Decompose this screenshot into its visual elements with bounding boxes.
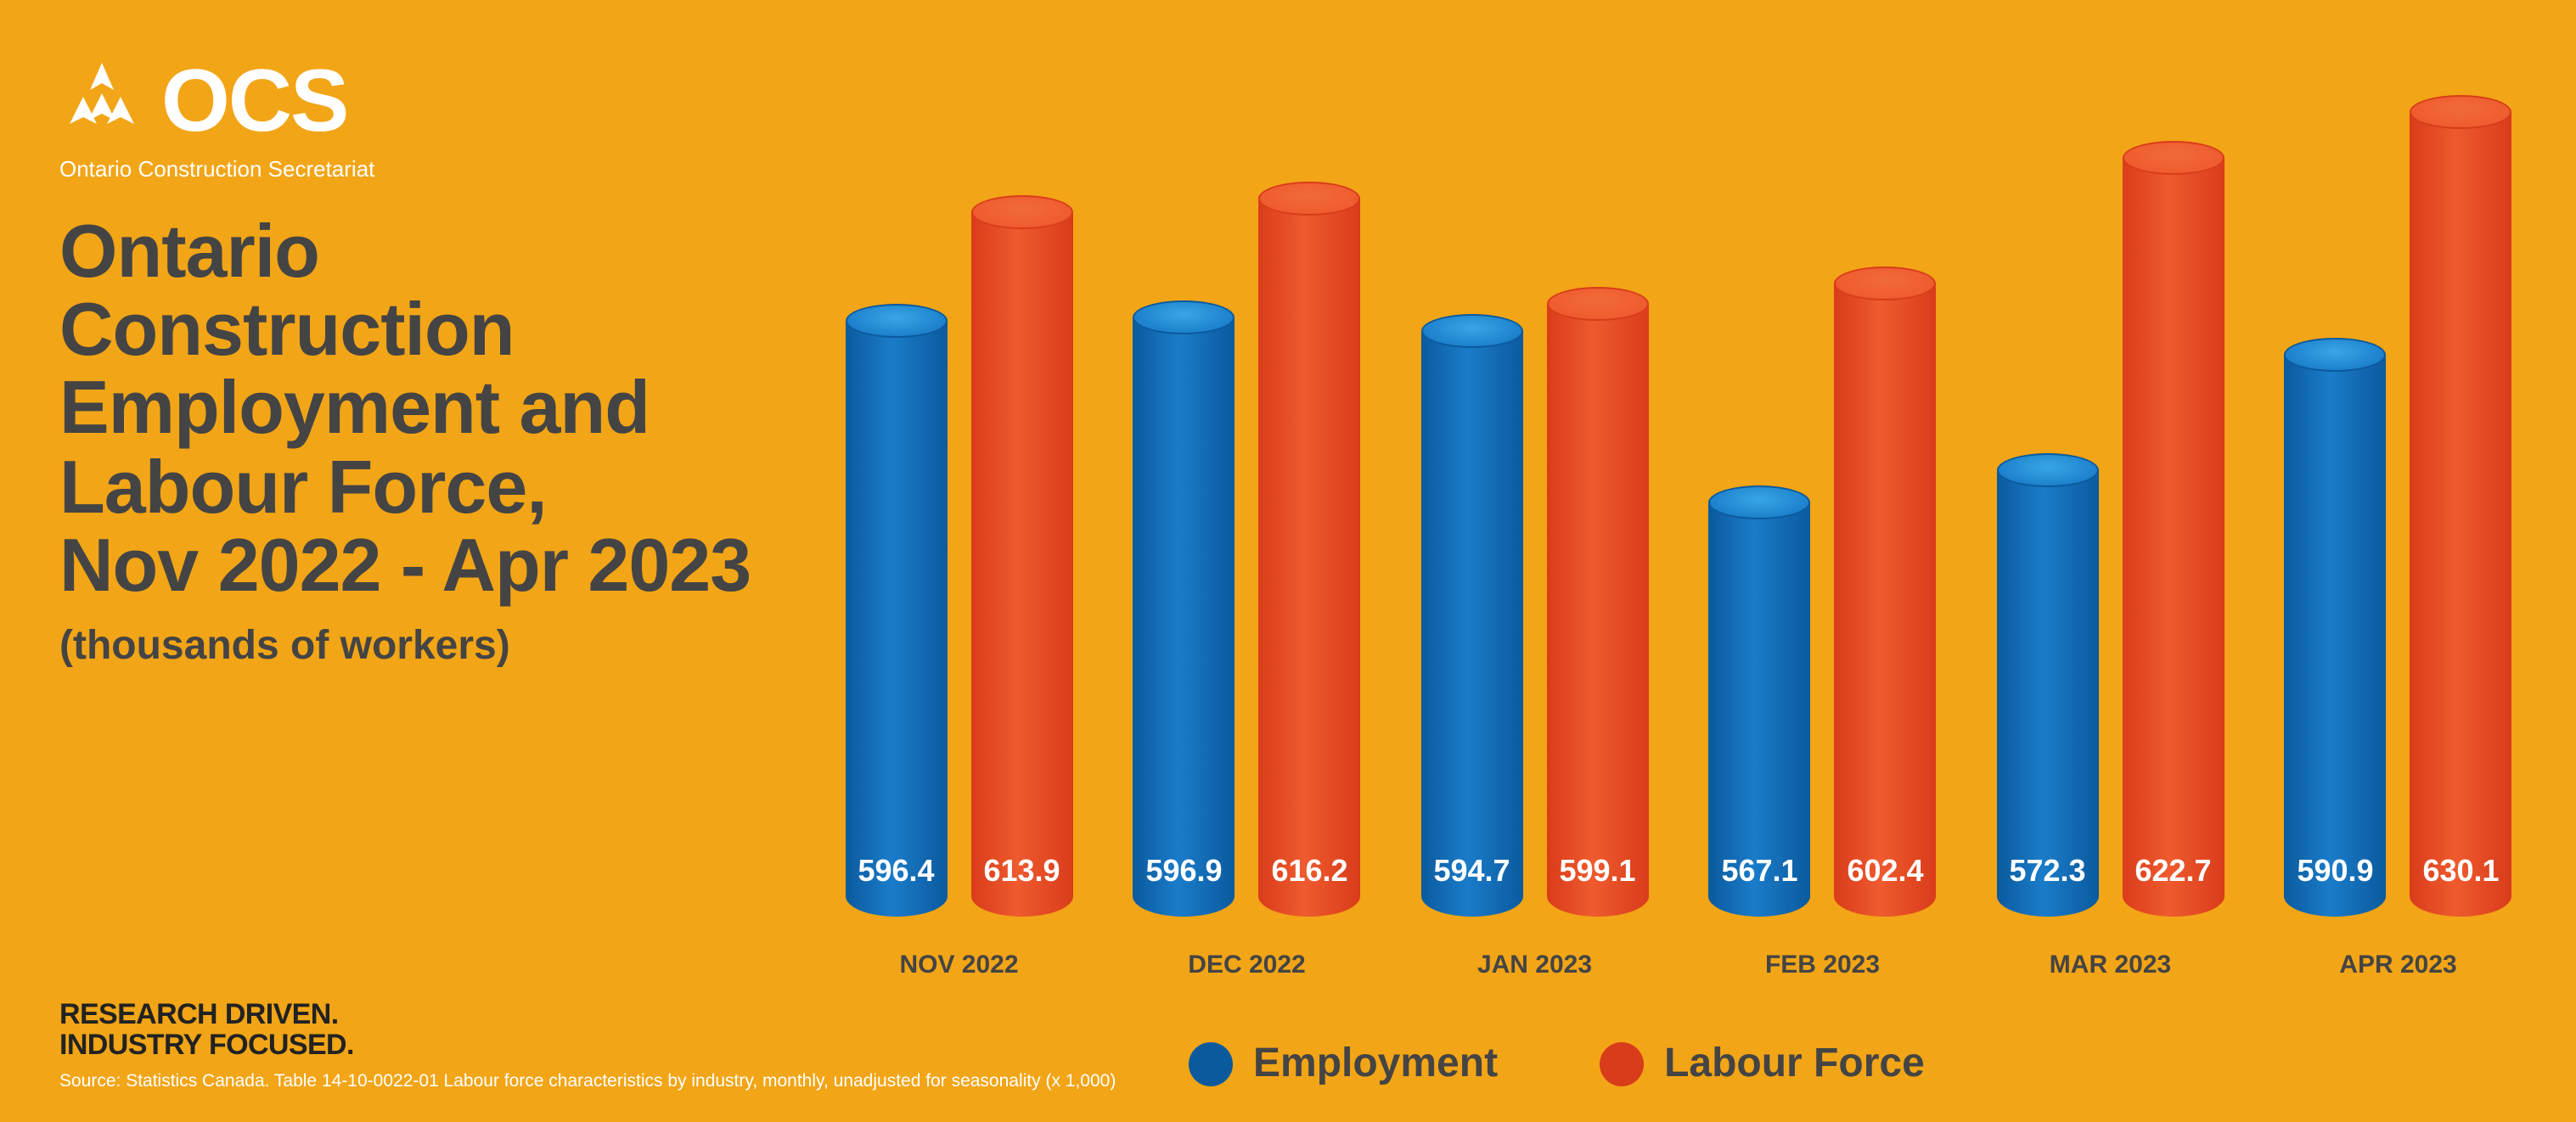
bar-group: 596.9616.2DEC 2022 xyxy=(1133,198,1361,917)
bar-top-ellipse xyxy=(971,195,1073,229)
bar-top-ellipse xyxy=(1709,485,1811,519)
chart-legend: Employment Labour Force xyxy=(1189,1041,1925,1088)
chart-title: Ontario Construction Employment and Labo… xyxy=(59,214,790,606)
bar-cylinder: 630.1 xyxy=(2410,112,2512,917)
infographic-canvas: OCS Ontario Construction Secretariat Ont… xyxy=(0,0,2576,1122)
bar-cylinder: 567.1 xyxy=(1709,502,1811,917)
bar-cylinder: 599.1 xyxy=(1547,304,1649,917)
bar-top-ellipse xyxy=(1547,287,1649,321)
bar-top-ellipse xyxy=(2123,141,2224,175)
bar-cylinder: 613.9 xyxy=(971,212,1073,917)
logo-acronym: OCS xyxy=(161,51,347,153)
bar-body xyxy=(2285,355,2387,917)
category-label: APR 2023 xyxy=(2339,951,2456,979)
bar-top-ellipse xyxy=(1835,266,1937,300)
bar-top-ellipse xyxy=(1133,300,1235,334)
category-label: NOV 2022 xyxy=(899,951,1018,979)
bar-cylinder: 590.9 xyxy=(2285,355,2387,917)
chart-subtitle: (thousands of workers) xyxy=(59,623,790,670)
bar-group: 572.3622.7MAR 2023 xyxy=(1997,158,2224,917)
bar-top-ellipse xyxy=(846,304,948,338)
bar-cylinder: 596.4 xyxy=(846,321,948,917)
bar-top-ellipse xyxy=(1421,314,1523,348)
bar-group: 590.9630.1APR 2023 xyxy=(2285,112,2512,917)
bar-cylinder: 616.2 xyxy=(1259,198,1361,917)
bar-chart: 596.4 613.9 NOV 2022 596.9 616.2 DEC 2022 594.… xyxy=(815,51,2542,1003)
bar-value-label: 572.3 xyxy=(1997,854,2099,889)
category-label: DEC 2022 xyxy=(1188,951,1305,979)
bar-value-label: 616.2 xyxy=(1259,854,1361,889)
bar-cylinder: 572.3 xyxy=(1997,469,2099,917)
bar-cylinder: 594.7 xyxy=(1421,331,1523,917)
bar-body xyxy=(1259,198,1361,917)
ocs-logo-icon xyxy=(59,59,144,144)
bar-body xyxy=(846,321,948,917)
bar-body xyxy=(971,212,1073,917)
category-label: JAN 2023 xyxy=(1477,951,1592,979)
bar-body xyxy=(2123,158,2224,917)
bar-group: 594.7599.1JAN 2023 xyxy=(1421,304,1649,917)
legend-label: Labour Force xyxy=(1664,1041,1925,1088)
bar-cylinder: 596.9 xyxy=(1133,317,1235,917)
logo-block: OCS Ontario Construction Secretariat xyxy=(59,51,374,182)
logo-subtitle: Ontario Construction Secretariat xyxy=(59,156,374,182)
bar-value-label: 567.1 xyxy=(1709,854,1811,889)
bar-value-label: 613.9 xyxy=(971,854,1073,889)
bar-cylinder: 622.7 xyxy=(2123,158,2224,917)
bar-value-label: 590.9 xyxy=(2285,854,2387,889)
source-citation: Source: Statistics Canada. Table 14-10-0… xyxy=(59,1071,1116,1091)
logo-row: OCS xyxy=(59,51,374,153)
bar-top-ellipse xyxy=(2285,338,2387,372)
bar-body xyxy=(1997,469,2099,917)
category-label: FEB 2023 xyxy=(1765,951,1880,979)
bar-body xyxy=(1133,317,1235,917)
bar-top-ellipse xyxy=(1997,452,2099,486)
bar-value-label: 596.9 xyxy=(1133,854,1235,889)
bar-value-label: 596.4 xyxy=(846,854,948,889)
legend-label: Employment xyxy=(1253,1041,1498,1088)
bar-value-label: 599.1 xyxy=(1547,854,1649,889)
title-block: Ontario Construction Employment and Labo… xyxy=(59,214,790,670)
bar-group: 567.1602.4FEB 2023 xyxy=(1709,283,1937,917)
tagline-line-2: INDUSTRY FOCUSED. xyxy=(59,1030,1116,1061)
bar-value-label: 602.4 xyxy=(1835,854,1937,889)
chart-plot-area: 596.4613.9NOV 2022596.9616.2DEC 2022594.… xyxy=(815,51,2542,917)
bar-value-label: 594.7 xyxy=(1421,854,1523,889)
legend-swatch xyxy=(1189,1042,1233,1086)
bar-value-label: 622.7 xyxy=(2123,854,2224,889)
bar-body xyxy=(1547,304,1649,917)
bar-group: 596.4613.9NOV 2022 xyxy=(846,212,1073,917)
tagline-line-1: RESEARCH DRIVEN. xyxy=(59,1001,1116,1031)
bar-body xyxy=(2410,112,2512,917)
bar-top-ellipse xyxy=(1259,181,1361,215)
bar-value-label: 630.1 xyxy=(2410,854,2512,889)
legend-swatch xyxy=(1600,1042,1644,1086)
legend-item: Labour Force xyxy=(1600,1041,1925,1088)
bar-cylinder: 602.4 xyxy=(1835,283,1937,917)
bar-body xyxy=(1421,331,1523,917)
category-label: MAR 2023 xyxy=(2050,951,2171,979)
bar-body xyxy=(1835,283,1937,917)
legend-item: Employment xyxy=(1189,1041,1498,1088)
footer-block: RESEARCH DRIVEN. INDUSTRY FOCUSED. Sourc… xyxy=(59,1001,1116,1091)
